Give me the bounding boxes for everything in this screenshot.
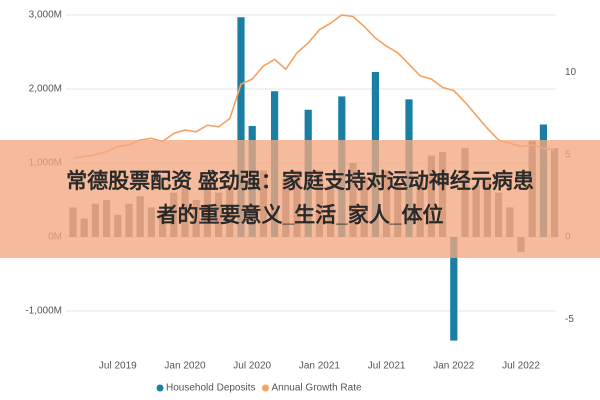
- x-tick-label: Jan 2021: [299, 361, 341, 372]
- y-tick-label: 3,000M: [29, 10, 62, 21]
- banner-line: 者的重要意义_生活_家人_体位: [156, 204, 444, 227]
- legend-marker: [156, 384, 164, 392]
- legend-label: Household Deposits: [166, 383, 256, 394]
- y-tick-label: -1,000M: [25, 306, 62, 317]
- y2-tick-label: 10: [565, 67, 577, 78]
- x-tick-label: Jul 2019: [99, 361, 137, 372]
- bar: [237, 17, 245, 237]
- x-tick-label: Jul 2021: [368, 361, 406, 372]
- x-tick-label: Jul 2022: [502, 361, 540, 372]
- overlay-banner: 常德股票配资 盛劲强：家庭支持对运动神经元病患 者的重要意义_生活_家人_体位: [0, 140, 600, 258]
- legend-marker: [262, 384, 269, 392]
- banner-line: 常德股票配资 盛劲强：家庭支持对运动神经元病患: [66, 170, 534, 193]
- y-tick-label: 2,000M: [29, 84, 62, 95]
- x-tick-label: Jan 2022: [433, 361, 475, 372]
- legend-label: Annual Growth Rate: [272, 383, 362, 394]
- y2-tick-label: -5: [565, 314, 574, 325]
- x-tick-label: Jul 2020: [233, 361, 271, 372]
- line: [72, 14, 555, 159]
- x-tick-label: Jan 2020: [164, 361, 206, 372]
- bar: [450, 237, 458, 341]
